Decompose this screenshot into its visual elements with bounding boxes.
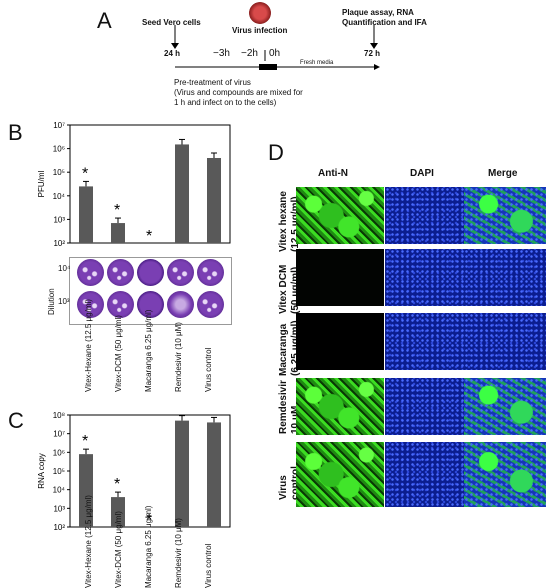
y-tick-label: 10⁴ xyxy=(53,486,66,495)
panel-b-letter: B xyxy=(8,120,23,145)
fresh-media-label: Fresh media xyxy=(300,60,334,66)
micrograph xyxy=(296,378,384,435)
b-cat-3: Remdesivir (10 μM) xyxy=(174,322,183,392)
y-axis-label: PFU/ml xyxy=(37,170,46,197)
seed-label: Seed Vero cells xyxy=(142,18,201,27)
plot-frame xyxy=(69,124,231,244)
virus-infection-label: Virus infection xyxy=(232,26,288,35)
bar xyxy=(207,422,221,527)
plate xyxy=(167,259,194,286)
chart-c: 10² 10³ 10⁴ 10⁵ 10⁶ 10⁷ 10⁸ RNA copy * * * xyxy=(37,411,231,532)
col-merge: Merge xyxy=(488,168,518,179)
pretreat-line-3: 1 h and infect on to the cells) xyxy=(174,98,277,107)
y-tick-label: 10³ xyxy=(53,215,65,224)
significance-star: * xyxy=(114,202,120,219)
pretreat-line-1: Pre-treatment of virus xyxy=(174,78,251,87)
bar xyxy=(111,223,125,243)
b-cat-1: Vitex-DCM (50 μg/ml) xyxy=(114,315,123,392)
plaque-label-2: Quantification and IFA xyxy=(342,18,427,27)
minus2h-label: −2h xyxy=(241,48,258,59)
minus3h-label: −3h xyxy=(213,48,230,59)
c-cat-1: Vitex-DCM (50 μg/ml) xyxy=(114,511,123,588)
b-cat-2: Macaranga 6.25 μg/ml) xyxy=(144,309,153,392)
micrograph xyxy=(385,442,473,507)
significance-star: * xyxy=(82,165,88,182)
t24-label: 24 h xyxy=(164,49,181,58)
y-tick-label: 10⁶ xyxy=(53,448,65,457)
micrograph xyxy=(464,442,546,507)
y-axis-label: RNA copy xyxy=(37,453,46,489)
panel-d-letter: D xyxy=(268,140,284,165)
plaque-label-1: Plaque assay, RNA xyxy=(342,8,414,17)
timeline xyxy=(171,25,380,70)
bar xyxy=(111,497,125,527)
y-tick-label: 10⁵ xyxy=(53,168,65,177)
panel-c-letter: C xyxy=(8,408,24,433)
zero-h-label: 0h xyxy=(269,48,281,59)
micrograph xyxy=(464,313,546,370)
micrograph xyxy=(385,187,473,244)
y-tick-label: 10⁷ xyxy=(53,121,65,130)
micrograph xyxy=(296,187,384,244)
c-cat-2: Macaranga 6.25 μg/ml) xyxy=(144,505,153,588)
bar xyxy=(175,420,189,527)
plate xyxy=(107,291,134,318)
t72-label: 72 h xyxy=(364,49,381,58)
bar xyxy=(175,144,189,243)
plate xyxy=(107,259,134,286)
y-tick-label: 10⁶ xyxy=(53,145,65,154)
plate xyxy=(77,259,104,286)
y-tick-label: 10² xyxy=(53,239,65,248)
micrograph xyxy=(296,249,384,306)
bar xyxy=(79,186,93,243)
y-tick-label: 10⁴ xyxy=(53,192,66,201)
c-cat-3: Remdesivir (10 μM) xyxy=(174,518,183,588)
significance-star: * xyxy=(82,433,88,450)
bar xyxy=(79,454,93,527)
micrograph xyxy=(385,378,473,435)
dilution-label: Dilution xyxy=(47,288,56,315)
micrograph xyxy=(385,249,473,306)
significance-star: * xyxy=(114,476,120,493)
micrograph xyxy=(464,378,546,435)
panel-a-letter: A xyxy=(97,8,112,33)
micrograph xyxy=(464,249,546,306)
dilution-104: 10⁴ xyxy=(58,264,71,273)
y-tick-label: 10³ xyxy=(53,504,65,513)
plate xyxy=(167,291,194,318)
col-anti-n: Anti-N xyxy=(318,168,348,179)
b-cat-4: Virus control xyxy=(204,347,213,392)
pretreat-line-2: (Virus and compounds are mixed for xyxy=(174,88,303,97)
c-cat-0: Vitex-Hexane (12.5 μg/ml) xyxy=(84,495,93,588)
y-tick-label: 10⁸ xyxy=(53,411,65,420)
y-tick-label: 10² xyxy=(53,523,65,532)
c-cat-4: Virus control xyxy=(204,543,213,588)
micrograph xyxy=(296,313,384,370)
significance-star: * xyxy=(146,512,152,529)
plate xyxy=(197,259,224,286)
y-tick-label: 10⁷ xyxy=(53,430,65,439)
micrograph xyxy=(464,187,546,244)
col-dapi: DAPI xyxy=(410,168,434,179)
bar xyxy=(207,157,221,243)
plate xyxy=(77,291,104,318)
micrograph xyxy=(385,313,473,370)
plate xyxy=(197,291,224,318)
plate xyxy=(137,259,164,286)
virus-icon xyxy=(249,2,271,24)
chart-b: 10² 10³ 10⁴ 10⁵ 10⁶ 10⁷ PFU/ml * * * xyxy=(37,121,231,248)
b-cat-0: Vitex-Hexane (12.5 μg/ml) xyxy=(84,299,93,392)
y-tick-label: 10⁵ xyxy=(53,467,65,476)
dilution-103: 10³ xyxy=(58,297,70,306)
micrograph xyxy=(296,442,384,507)
plates-box xyxy=(69,257,232,325)
significance-star: * xyxy=(146,228,152,245)
plate xyxy=(137,291,164,318)
